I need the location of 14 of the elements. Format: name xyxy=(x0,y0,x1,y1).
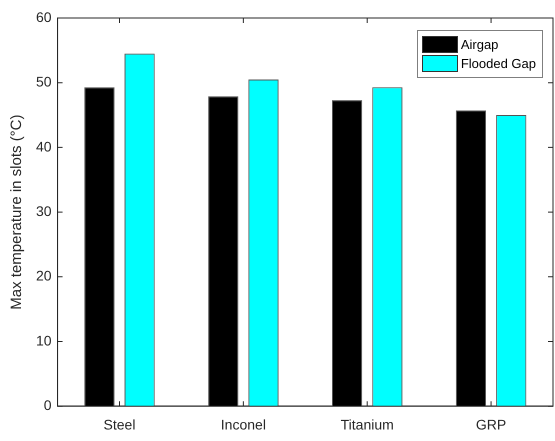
y-tick-label: 50 xyxy=(36,74,52,90)
y-tick-label: 20 xyxy=(36,268,52,284)
y-tick-label: 40 xyxy=(36,138,52,154)
y-tick-label: 30 xyxy=(36,202,52,219)
y-tick-label: 10 xyxy=(36,332,52,348)
x-tick-label: Steel xyxy=(104,416,136,432)
legend-label: Flooded Gap xyxy=(460,56,536,71)
legend-label: Airgap xyxy=(460,37,498,52)
x-tick-label: Titanium xyxy=(340,416,394,432)
y-tick-label: 60 xyxy=(36,8,52,25)
x-tick-label: Inconel xyxy=(220,416,266,432)
y-axis-title: Max temperature in slots (°C) xyxy=(8,114,26,310)
y-tick-label: 0 xyxy=(44,397,52,414)
x-tick-label: GRP xyxy=(476,416,506,432)
